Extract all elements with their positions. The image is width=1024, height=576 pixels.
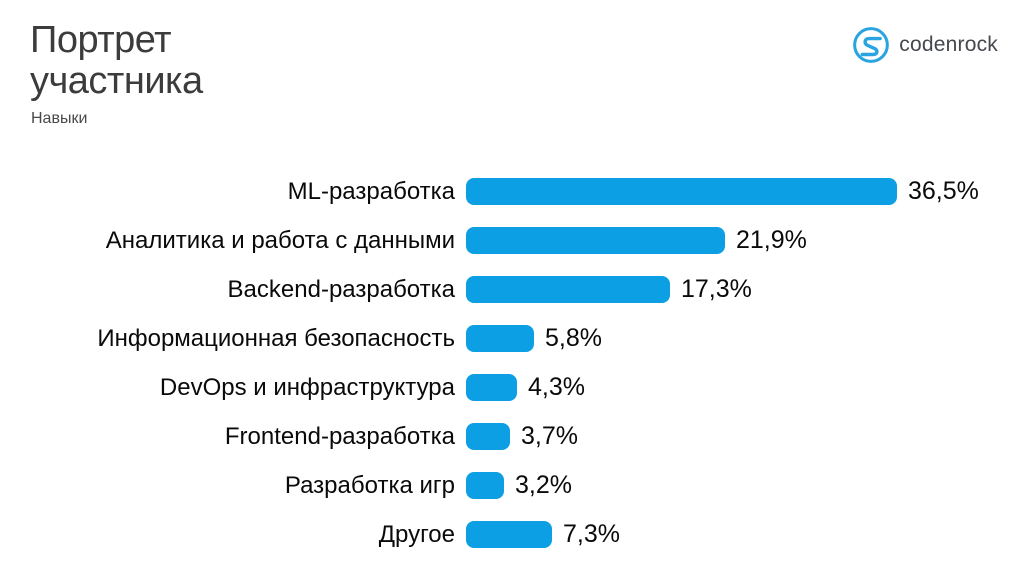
page-title: Портрет участника — [30, 19, 203, 102]
bar-category-label: Backend-разработка — [227, 275, 455, 303]
chart-row: DevOps и инфраструктура 4,3% — [0, 363, 1024, 412]
bar-value-label: 36,5% — [908, 177, 979, 205]
bar-value-label: 17,3% — [681, 275, 752, 303]
chart-row: Информационная безопасность 5,8% — [0, 314, 1024, 363]
bar — [466, 276, 670, 303]
bar — [466, 423, 510, 450]
bar — [466, 521, 552, 548]
bar-category-label: Другое — [378, 520, 455, 548]
bar — [466, 178, 897, 205]
bar-value-label: 21,9% — [736, 226, 807, 254]
chart-row: Другое 7,3% — [0, 510, 1024, 559]
bar-chart: ML-разработка 36,5% Аналитика и работа с д… — [0, 167, 1024, 559]
codenrock-logo: codenrock — [852, 26, 998, 64]
bar-value-label: 7,3% — [563, 520, 620, 548]
bar-value-label: 4,3% — [528, 373, 585, 401]
chart-row: Разработка игр 3,2% — [0, 461, 1024, 510]
bar — [466, 227, 725, 254]
bar — [466, 374, 517, 401]
chart-row: ML-разработка 36,5% — [0, 167, 1024, 216]
bar-category-label: Frontend-разработка — [224, 422, 455, 450]
bar-value-label: 3,7% — [521, 422, 578, 450]
chart-row: Frontend-разработка 3,7% — [0, 412, 1024, 461]
codenrock-logo-icon — [853, 27, 890, 63]
bar-category-label: ML-разработка — [287, 177, 455, 205]
page-subtitle: Навыки — [31, 110, 88, 127]
bar-category-label: DevOps и инфраструктура — [159, 373, 455, 401]
bar-category-label: Информационная безопасность — [97, 324, 455, 352]
codenrock-logo-text: codenrock — [899, 33, 998, 56]
bar-value-label: 5,8% — [545, 324, 602, 352]
bar-category-label: Аналитика и работа с данными — [105, 226, 455, 254]
chart-row: Backend-разработка 17,3% — [0, 265, 1024, 314]
chart-row: Аналитика и работа с данными 21,9% — [0, 216, 1024, 265]
bar-category-label: Разработка игр — [284, 471, 455, 499]
bar — [466, 472, 504, 499]
bar-value-label: 3,2% — [515, 471, 572, 499]
bar — [466, 325, 534, 352]
